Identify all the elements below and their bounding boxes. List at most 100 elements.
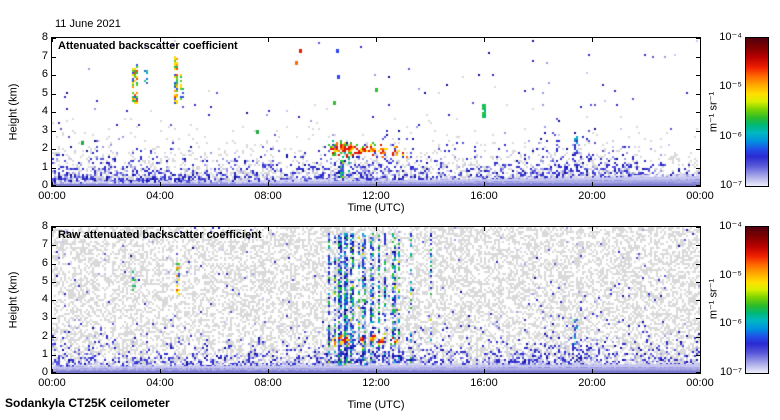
y-tick-mark [696,38,700,39]
x-tick-mark [484,38,485,42]
x-tick-mark [484,182,485,186]
y-tick-mark [696,354,700,356]
x-tick-mark [700,182,701,186]
y-tick-label: 7 [41,49,48,62]
colorbar-tick-label: 10⁻⁶ [719,317,742,330]
y-tick-label: 8 [41,31,48,43]
x-tick-label: 12:00 [362,190,390,202]
panel-title-raw: Raw attenuated backscatter coefficient [58,229,262,241]
x-tick-mark [592,369,593,373]
panel-title-attenuated: Attenuated backscatter coefficient [58,40,238,52]
colorbar-tick-label: 10⁻⁵ [719,268,742,281]
y-tick-label: 1 [41,347,48,360]
y-tick-mark [52,167,56,169]
x-tick-mark [592,227,593,231]
heatmap-attenuated-backscatter [52,38,700,186]
colorbar-tick-label: 10⁻⁷ [719,366,742,378]
y-tick-label: 5 [41,86,48,99]
y-tick-mark [696,185,700,186]
x-tick-label: 20:00 [578,377,606,389]
y-tick-label: 0 [41,179,48,191]
y-tick-mark [52,38,56,39]
colorbar-tick-label: 10⁻⁷ [719,179,742,191]
x-tick-label: 04:00 [146,190,174,202]
y-tick-label: 3 [41,311,48,324]
panel-raw-attenuated-backscatter: Raw attenuated backscatter coefficient [51,226,701,374]
x-tick-mark [700,227,701,231]
x-tick-mark [160,182,161,186]
heatmap-raw-attenuated-backscatter [52,227,700,373]
x-tick-mark [376,227,377,231]
x-tick-mark [700,369,701,373]
panel-attenuated-backscatter: Attenuated backscatter coefficient [51,37,701,187]
y-tick-mark [696,112,700,113]
y-tick-mark [52,149,56,150]
y-tick-mark [52,93,56,95]
x-tick-label: 08:00 [254,377,282,389]
x-tick-mark [376,182,377,186]
x-tick-mark [484,369,485,373]
x-tick-mark [160,227,161,231]
y-tick-mark [696,167,700,169]
x-tick-label: 00:00 [38,190,66,202]
x-tick-mark [52,38,53,42]
y-tick-mark [696,300,700,301]
y-tick-label: 7 [41,238,48,251]
y-tick-mark [696,372,700,373]
x-tick-mark [52,227,53,231]
x-tick-mark [484,227,485,231]
x-tick-mark [268,38,269,42]
y-tick-label: 2 [41,142,48,154]
y-tick-mark [52,263,56,265]
y-tick-mark [52,185,56,186]
y-tick-mark [696,56,700,58]
y-tick-mark [52,75,56,76]
y-tick-mark [52,336,56,338]
x-tick-label: 00:00 [686,190,714,202]
y-tick-mark [696,130,700,132]
x-tick-mark [160,38,161,42]
x-tick-label: 04:00 [146,377,174,389]
y-tick-mark [696,93,700,95]
x-tick-label: 16:00 [470,190,498,202]
x-tick-label: 12:00 [362,377,390,389]
y-tick-mark [696,227,700,228]
instrument-label: Sodankyla CT25K ceilometer [5,396,170,410]
colorbar-gradient-bottom [746,227,768,373]
y-tick-mark [52,300,56,301]
y-tick-mark [696,281,700,283]
colorbar-tick-label: 10⁻⁴ [719,31,742,43]
y-tick-mark [52,227,56,228]
colorbar-tick-label: 10⁻⁴ [719,220,742,232]
x-tick-mark [700,38,701,42]
y-tick-mark [696,149,700,150]
x-tick-mark [160,369,161,373]
y-tick-mark [52,56,56,58]
colorbar-tick-label: 10⁻⁶ [719,129,742,142]
colorbar-tick-label: 10⁻⁵ [719,80,742,93]
x-tick-mark [52,369,53,373]
y-tick-label: 6 [41,256,48,269]
y-tick-label: 3 [41,123,48,136]
x-axis-label-top: Time (UTC) [347,202,405,214]
colorbar-top [745,37,769,187]
y-tick-mark [696,75,700,76]
colorbar-unit-label-bottom: m⁻¹ sr⁻¹ [707,278,720,320]
x-tick-label: 20:00 [578,190,606,202]
y-tick-label: 5 [41,274,48,287]
x-tick-mark [268,182,269,186]
x-tick-label: 00:00 [38,377,66,389]
colorbar-gradient-top [746,38,768,186]
y-tick-mark [696,318,700,320]
colorbar-bottom [745,226,769,374]
y-tick-mark [52,245,56,247]
y-tick-label: 8 [41,220,48,232]
date-label: 11 June 2021 [55,18,121,30]
x-tick-label: 08:00 [254,190,282,202]
y-tick-mark [52,130,56,132]
y-tick-label: 6 [41,68,48,80]
x-tick-mark [592,182,593,186]
y-tick-label: 4 [41,105,48,117]
x-tick-mark [376,38,377,42]
